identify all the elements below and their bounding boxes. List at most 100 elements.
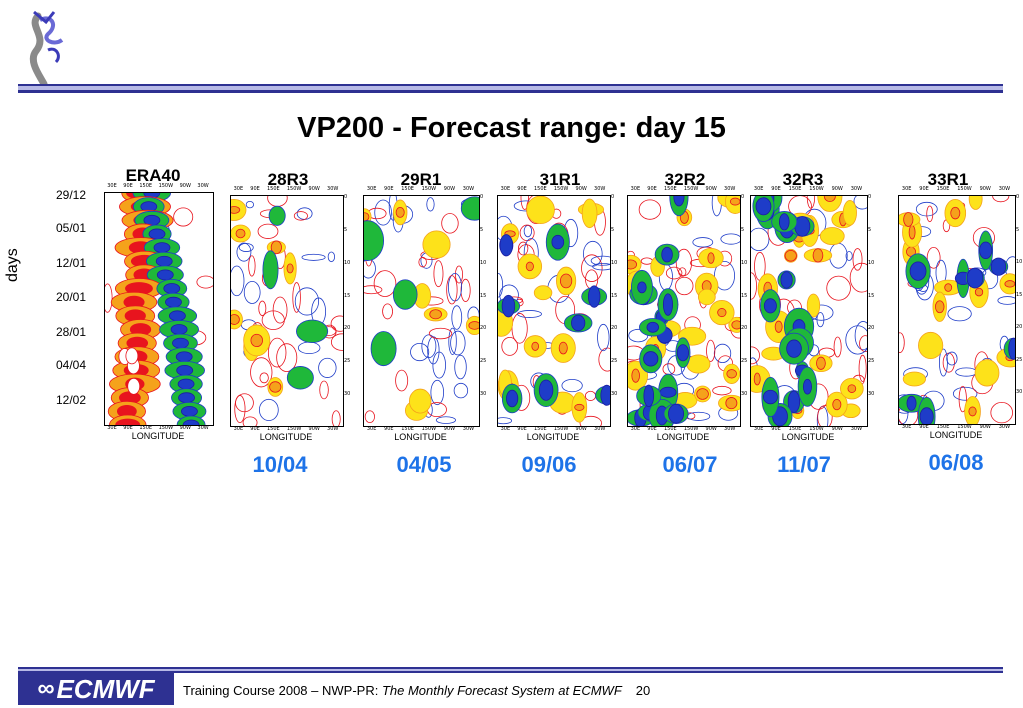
- negative-anomaly-core: [755, 197, 772, 216]
- contour-line: [584, 390, 597, 401]
- lon-tick: 90W: [831, 186, 843, 192]
- contour-line: [853, 196, 867, 210]
- panel-title-31r1: 31R1: [539, 170, 581, 189]
- day-tick: 5: [868, 226, 872, 233]
- lon-tick: 30E: [630, 426, 641, 432]
- lon-tick: 30W: [327, 186, 339, 192]
- negative-anomaly-core: [155, 255, 173, 267]
- contour-line: [297, 341, 321, 355]
- contour-line: [235, 393, 254, 413]
- day-tick: 10: [741, 259, 748, 266]
- day-tick: 15: [868, 292, 875, 299]
- day-tick: 15: [741, 292, 748, 299]
- lon-ticks-top: 30E 90E 150E 150W 90W 30W: [497, 186, 609, 194]
- negative-anomaly-core: [538, 379, 554, 401]
- contour-line: [245, 200, 255, 209]
- lon-tick: 90W: [705, 426, 717, 432]
- contour-line: [859, 335, 867, 352]
- day-tick: 0: [741, 194, 745, 200]
- panel-title-32r2: 32R2: [664, 170, 706, 189]
- day-tick: 5: [611, 226, 615, 233]
- contour-plot: [105, 193, 213, 425]
- negative-anomaly-core: [762, 389, 778, 405]
- contour-plot: [751, 196, 867, 426]
- contour-line: [714, 260, 736, 291]
- contour-line: [374, 199, 392, 226]
- contour-plot: [899, 196, 1015, 424]
- contour-line: [662, 363, 676, 375]
- day-tick: 10: [868, 259, 875, 266]
- positive-anomaly: [533, 285, 553, 301]
- day-tick: 0: [1016, 194, 1020, 200]
- lon-tick: 150W: [683, 426, 699, 432]
- contour-line: [638, 199, 662, 220]
- contour-line: [327, 251, 335, 263]
- panel-title-28r3: 28R3: [267, 170, 309, 189]
- lon-ticks-top: 30E 90E 150E 150W 90W 30W: [627, 186, 739, 194]
- contour-line: [258, 300, 267, 316]
- negative-anomaly-core: [637, 281, 647, 294]
- contour-line: [364, 285, 383, 295]
- day-tick: 30: [741, 391, 748, 398]
- lon-ticks-bottom: 30E 90E 150E 150W 90W 30W: [230, 426, 342, 434]
- contour-line: [301, 253, 326, 261]
- lon-tick: 30W: [327, 426, 339, 432]
- positive-anomaly: [526, 196, 555, 225]
- contour-line: [579, 415, 602, 426]
- negative-anomaly-core: [909, 261, 927, 281]
- lon-ticks-top: 30E 90E 150E 150W 90W 30W: [230, 186, 342, 194]
- lon-tick: 150E: [663, 186, 677, 192]
- contour-line: [845, 251, 853, 261]
- negative-anomaly-core: [979, 241, 993, 260]
- contour-line: [852, 248, 863, 271]
- day-tick: 25: [741, 358, 748, 365]
- negative-anomaly: [392, 279, 418, 310]
- day-tick: 10: [611, 259, 618, 266]
- negative-anomaly: [370, 331, 397, 367]
- contour-line: [231, 265, 245, 297]
- negative-anomaly-core: [178, 392, 195, 404]
- contour-line: [592, 262, 610, 271]
- lon-tick: 30E: [753, 426, 764, 432]
- positive-anomaly-core: [847, 384, 857, 393]
- positive-anomaly: [806, 293, 821, 318]
- contour-line: [751, 272, 757, 300]
- contour-line: [520, 196, 529, 210]
- longitude-label: LONGITUDE: [131, 431, 185, 441]
- negative-anomaly-core: [643, 384, 655, 408]
- contour-line: [751, 227, 770, 252]
- negative-anomaly-core: [551, 234, 565, 250]
- positive-anomaly-core: [903, 212, 914, 227]
- negative-anomaly-core: [763, 298, 777, 314]
- positive-anomaly-core: [231, 206, 241, 214]
- positive-anomaly: [819, 227, 845, 246]
- positive-anomaly-core: [753, 372, 761, 386]
- positive-anomaly-core: [1004, 280, 1015, 288]
- contour-line: [446, 275, 458, 305]
- contour-line: [826, 275, 851, 301]
- longitude-label: LONGITUDE: [656, 432, 710, 442]
- lon-tick: 30E: [366, 186, 377, 192]
- contour-line: [518, 241, 529, 256]
- lon-tick: 30W: [462, 426, 475, 432]
- lon-tick: 30E: [901, 186, 912, 192]
- negative-anomaly-core: [176, 365, 194, 376]
- positive-anomaly-core: [823, 196, 836, 202]
- day-tick: 30: [611, 391, 618, 398]
- date-label: 04/04: [56, 358, 87, 372]
- positive-anomaly-core: [729, 197, 740, 206]
- positive-anomaly-core: [574, 403, 585, 411]
- hovmoller-panel-era40: [104, 192, 214, 426]
- positive-anomaly-core: [935, 300, 945, 314]
- lon-tick: 150E: [533, 186, 547, 192]
- lon-tick: 30E: [366, 426, 377, 432]
- contour-line: [373, 270, 397, 297]
- contour-line: [992, 196, 1010, 203]
- contour-line: [899, 332, 905, 353]
- day-tick: 5: [344, 226, 348, 233]
- positive-anomaly-core: [628, 259, 638, 270]
- day-tick: 5: [741, 226, 745, 233]
- lon-tick: 150E: [139, 183, 153, 189]
- positive-anomaly-core: [696, 388, 709, 400]
- lon-tick: 150W: [809, 186, 824, 192]
